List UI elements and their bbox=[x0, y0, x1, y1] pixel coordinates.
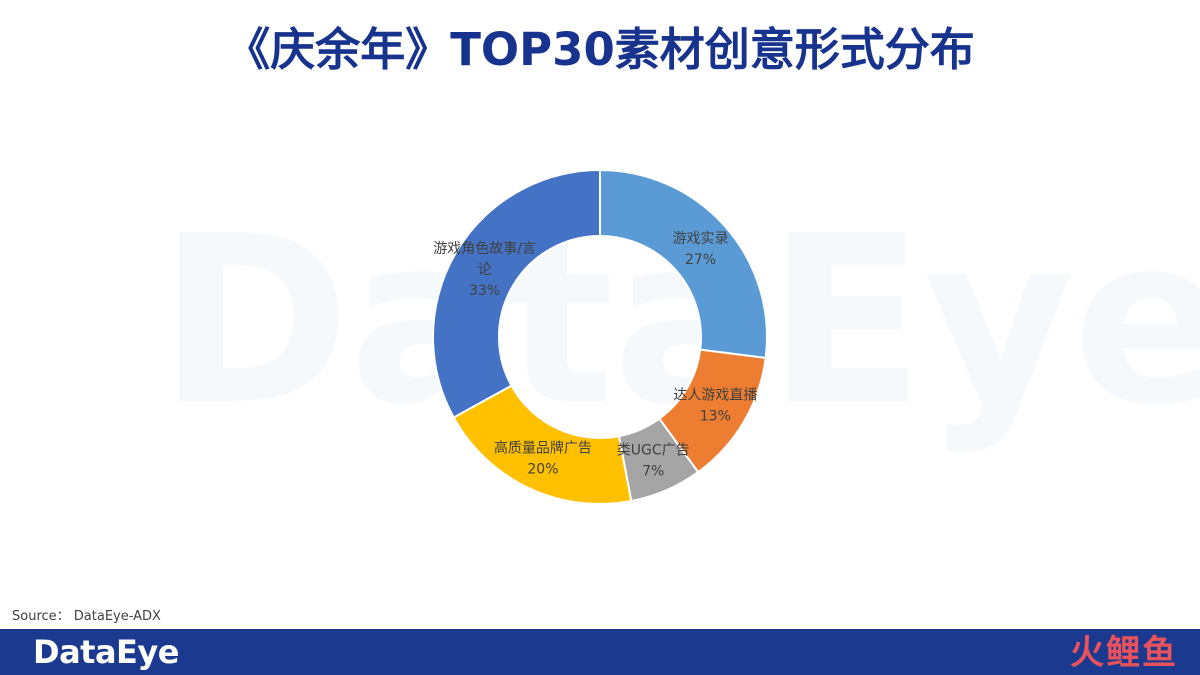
footer-bar: DataEye 火鲤鱼 bbox=[0, 629, 1200, 675]
slice-percent-label: 13% bbox=[700, 409, 731, 425]
slice-category-label: 类UGC广告 bbox=[617, 442, 690, 458]
donut-slice-1 bbox=[599, 168, 768, 360]
slice-percent-label: 27% bbox=[685, 252, 716, 268]
dataeye-logo: DataEye bbox=[33, 633, 179, 671]
page-title: 《庆余年》TOP30素材创意形式分布 bbox=[225, 23, 975, 76]
slice-category-label: 游戏角色故事/言 bbox=[433, 240, 536, 257]
slice-percent-label: 33% bbox=[469, 283, 500, 299]
slice-percent-label: 20% bbox=[527, 462, 558, 478]
slice-category-label: 高质量品牌广告 bbox=[494, 440, 592, 457]
source-note: Source： DataEye-ADX bbox=[12, 609, 161, 624]
slice-percent-label: 7% bbox=[642, 463, 664, 479]
donut-labels: 游戏实录 27% 达人游戏直播 13% 类UGC广告 7% 高质量品牌广告 20% 游戏角色故事… bbox=[433, 231, 757, 480]
slice-category-label: 游戏实录 bbox=[673, 231, 729, 247]
partner-logo: 火鲤鱼 bbox=[1070, 633, 1178, 673]
donut-slice-5 bbox=[432, 168, 601, 419]
slice-category-label: 达人游戏直播 bbox=[673, 387, 757, 404]
slice-category-label: 论 bbox=[478, 262, 492, 278]
donut-slices bbox=[432, 168, 768, 505]
